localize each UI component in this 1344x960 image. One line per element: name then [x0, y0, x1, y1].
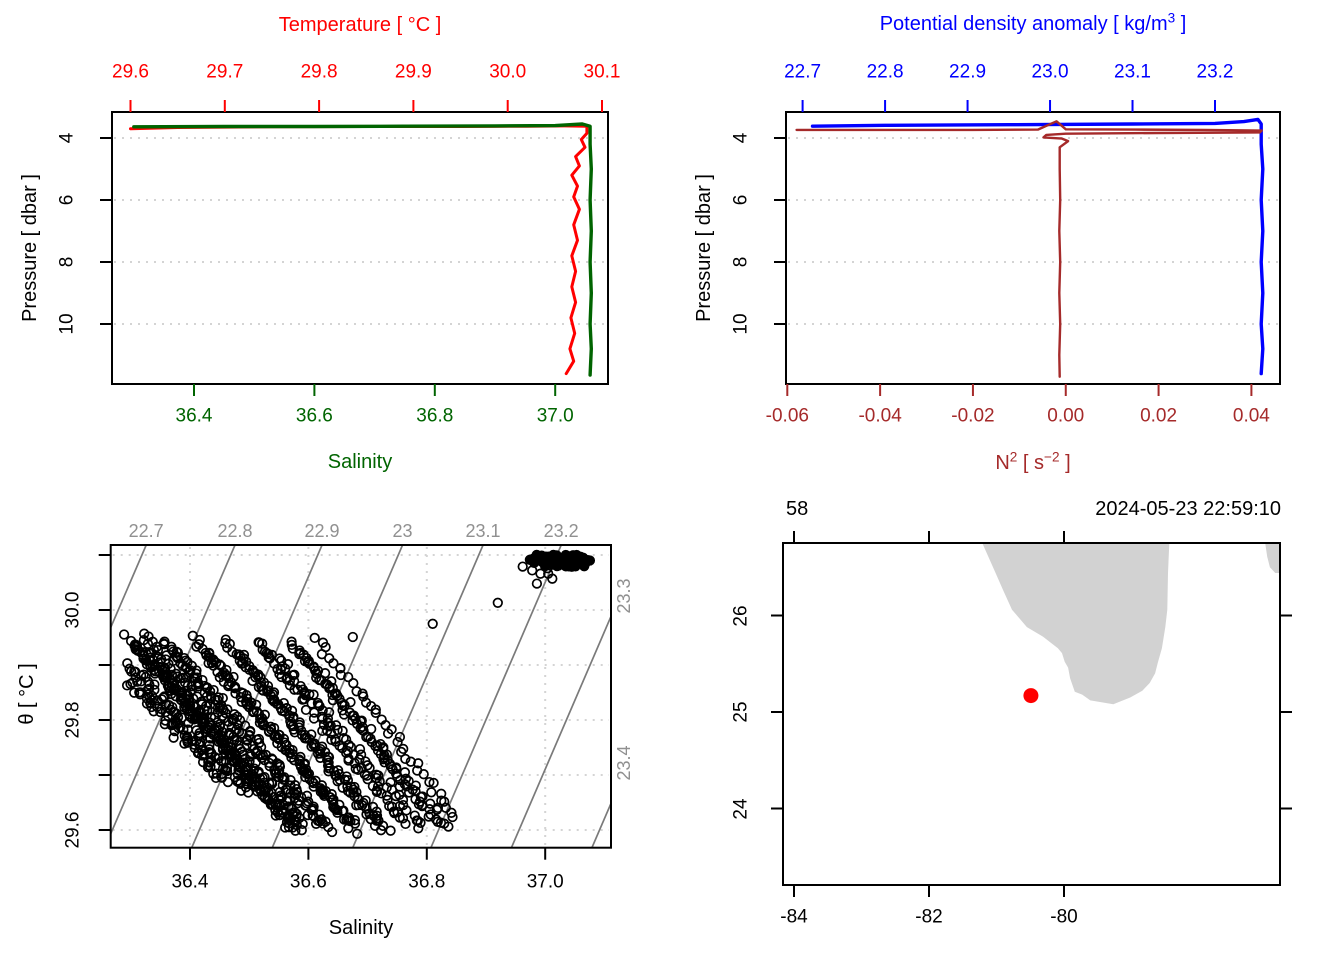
latitude-tick-label: 26	[730, 604, 752, 627]
salinity-axis-title: Salinity	[327, 451, 393, 473]
pressure-tick-label: 8	[56, 256, 78, 268]
x-top-tick-label: 22.9	[949, 61, 987, 83]
theta-tick-label: 29.8	[62, 701, 84, 739]
x-top-tick-label: 29.7	[206, 61, 244, 83]
x-bottom-tick-label: -0.04	[858, 405, 902, 427]
latitude-tick-label: 25	[730, 701, 752, 723]
density-axis-title: Potential density anomaly [ kg/m3 ]	[879, 10, 1187, 35]
x-bottom-tick-label: -0.06	[765, 405, 809, 427]
ts-salinity-tick-label: 36.8	[408, 871, 446, 893]
isopycnal-label: 23.1	[465, 521, 501, 541]
pressure-axis-title-left: Pressure [ dbar ]	[19, 174, 41, 322]
ts-salinity-tick-label: 36.4	[171, 871, 209, 893]
latitude-tick-label: 24	[730, 797, 752, 820]
x-bottom-tick-label: 0.02	[1140, 405, 1178, 427]
x-top-tick-label: 23.1	[1114, 61, 1152, 83]
isopycnal-label: 22.9	[304, 521, 340, 541]
x-top-tick-label: 29.8	[300, 61, 338, 83]
isopycnal-label-right: 23.4	[614, 745, 634, 781]
isopycnal-label: 22.7	[128, 521, 164, 541]
theta-tick-label: 29.6	[62, 811, 84, 849]
pressure-tick-label: 4	[56, 132, 78, 144]
ts-salinity-axis-title: Salinity	[328, 917, 394, 939]
isopycnal-label: 22.8	[217, 521, 253, 541]
x-top-tick-label: 23.2	[1196, 61, 1234, 83]
ts-salinity-tick-label: 37.0	[526, 871, 564, 893]
x-bottom-tick-label: 36.6	[295, 405, 333, 427]
pressure-tick-label: 6	[730, 194, 752, 206]
x-bottom-tick-label: 0.00	[1047, 405, 1085, 427]
longitude-tick-label: -82	[915, 906, 943, 928]
isopycnal-label-right: 23.3	[614, 578, 634, 614]
x-bottom-tick-label: 36.8	[416, 405, 454, 427]
pressure-tick-label: 10	[56, 313, 78, 335]
station-location-dot	[1023, 688, 1039, 704]
x-top-tick-label: 22.8	[866, 61, 904, 83]
pressure-tick-label: 6	[56, 194, 78, 206]
x-top-tick-label: 30.1	[583, 61, 621, 83]
longitude-tick-label: -84	[780, 906, 808, 928]
ts-salinity-tick-label: 36.6	[289, 871, 327, 893]
theta-tick-label: 30.0	[62, 591, 84, 629]
pressure-axis-title-right: Pressure [ dbar ]	[693, 174, 715, 322]
n2-axis-title: N2 [ s−2 ]	[995, 449, 1071, 474]
x-top-tick-label: 29.9	[394, 61, 432, 83]
station-number-label: 58	[786, 498, 809, 520]
x-bottom-tick-label: 36.4	[175, 405, 213, 427]
pressure-tick-label: 4	[730, 132, 752, 144]
pressure-tick-label: 10	[730, 313, 752, 335]
x-bottom-tick-label: -0.02	[951, 405, 995, 427]
temperature-axis-title: Temperature [ °C ]	[278, 14, 442, 36]
station-timestamp-label: 2024-05-23 22:59:10	[1095, 498, 1281, 520]
isopycnal-label: 23.2	[543, 521, 579, 541]
pressure-tick-label: 8	[730, 256, 752, 268]
x-bottom-tick-label: 0.04	[1232, 405, 1270, 427]
isopycnal-label: 23	[392, 521, 413, 541]
x-top-tick-label: 23.0	[1031, 61, 1069, 83]
x-top-tick-label: 22.7	[784, 61, 822, 83]
x-top-tick-label: 29.6	[112, 61, 149, 83]
longitude-tick-label: -80	[1050, 906, 1078, 928]
x-top-tick-label: 30.0	[489, 61, 527, 83]
theta-axis-title: θ [ °C ]	[16, 663, 38, 725]
x-bottom-tick-label: 37.0	[536, 405, 574, 427]
